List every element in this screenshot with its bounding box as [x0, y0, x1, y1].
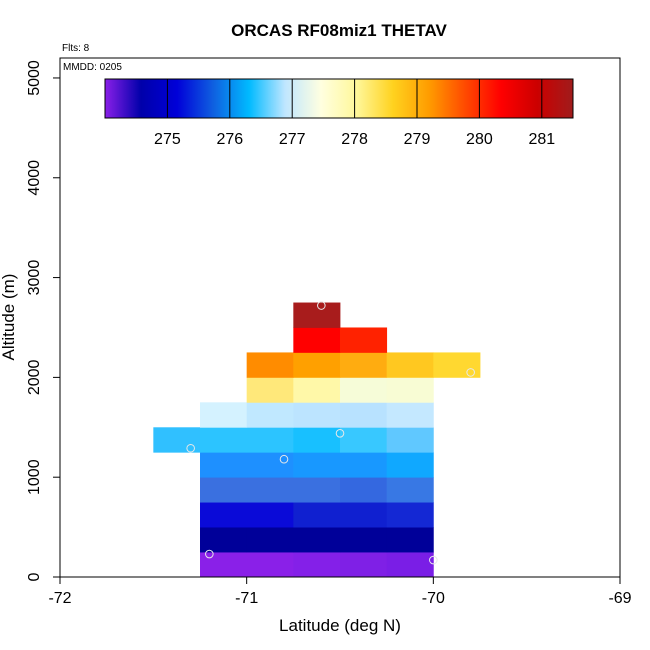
- heatmap-cell: [387, 527, 434, 552]
- heatmap-cell: [340, 402, 387, 427]
- heatmap-cell: [340, 502, 387, 527]
- y-axis-label: Altitude (m): [0, 274, 18, 361]
- y-tick-label: 2000: [26, 359, 43, 395]
- heatmap-cell: [200, 402, 247, 427]
- colorbar-tick-label: 280: [466, 131, 493, 148]
- heatmap-cell: [200, 552, 247, 577]
- heatmap-cell: [200, 452, 247, 477]
- heatmap-cell: [247, 552, 294, 577]
- heatmap-cell: [387, 352, 434, 377]
- heatmap-cell: [387, 502, 434, 527]
- heatmap-cell: [340, 452, 387, 477]
- heatmap-cells: [153, 303, 480, 578]
- colorbar-tick-label: 279: [404, 131, 431, 148]
- heatmap-cell: [293, 402, 340, 427]
- heatmap-cell: [200, 427, 247, 452]
- heatmap-cell: [387, 477, 434, 502]
- heatmap-cell: [247, 502, 294, 527]
- heatmap-cell: [247, 352, 294, 377]
- y-tick-label: 3000: [26, 260, 43, 296]
- colorbar-gradient: [105, 79, 573, 118]
- heatmap-cell: [293, 477, 340, 502]
- heatmap-cell: [387, 402, 434, 427]
- heatmap-cell: [247, 477, 294, 502]
- colorbar-tick-label: 278: [341, 131, 368, 148]
- x-tick-label: -72: [48, 590, 71, 607]
- x-tick-label: -71: [235, 590, 258, 607]
- heatmap-cell: [293, 303, 340, 328]
- y-tick-label: 1000: [26, 459, 43, 495]
- heatmap-cell: [340, 352, 387, 377]
- x-axis: -72 -71 -70 -69: [48, 577, 631, 607]
- flights-annotation: Flts: 8: [62, 43, 90, 54]
- colorbar-tick-label: 277: [279, 131, 306, 148]
- heatmap-cell: [293, 377, 340, 402]
- heatmap-cell: [387, 427, 434, 452]
- x-tick-label: -69: [608, 590, 631, 607]
- heatmap-cell: [247, 527, 294, 552]
- y-tick-label: 0: [26, 572, 43, 581]
- x-axis-label: Latitude (deg N): [279, 616, 401, 635]
- heatmap-cell: [433, 352, 480, 377]
- heatmap-cell: [153, 427, 200, 452]
- y-axis: 0 1000 2000 3000 4000 5000: [26, 60, 60, 581]
- chart-title: ORCAS RF08miz1 THETAV: [231, 21, 447, 40]
- y-tick-label: 5000: [26, 60, 43, 96]
- heatmap-cell: [340, 327, 387, 352]
- heatmap-cell: [340, 477, 387, 502]
- heatmap-cell: [293, 327, 340, 352]
- heatmap-cell: [247, 402, 294, 427]
- heatmap-cell: [293, 452, 340, 477]
- x-tick-label: -70: [422, 590, 445, 607]
- heatmap-cell: [293, 502, 340, 527]
- date-annotation: MMDD: 0205: [63, 62, 122, 73]
- heatmap-cell: [247, 427, 294, 452]
- heatmap-cell: [200, 527, 247, 552]
- heatmap-cell: [247, 377, 294, 402]
- heatmap-cell: [387, 377, 434, 402]
- heatmap-cell: [293, 352, 340, 377]
- heatmap-cell: [293, 527, 340, 552]
- heatmap-cell: [200, 502, 247, 527]
- heatmap-cell: [387, 552, 434, 577]
- colorbar-tick-label: 276: [216, 131, 243, 148]
- heatmap-cell: [293, 427, 340, 452]
- chart-canvas: ORCAS RF08miz1 THETAV Flts: 8 MMDD: 0205…: [0, 0, 650, 650]
- heatmap-cell: [293, 552, 340, 577]
- heatmap-cell: [200, 477, 247, 502]
- heatmap-cell: [340, 527, 387, 552]
- heatmap-cell: [340, 552, 387, 577]
- heatmap-cell: [340, 377, 387, 402]
- heatmap-cell: [387, 452, 434, 477]
- y-tick-label: 4000: [26, 160, 43, 196]
- colorbar-tick-label: 275: [154, 131, 181, 148]
- heatmap-cell: [340, 427, 387, 452]
- colorbar-tick-label: 281: [528, 131, 555, 148]
- colorbar: 275 276 277 278 279 280 281: [105, 79, 573, 148]
